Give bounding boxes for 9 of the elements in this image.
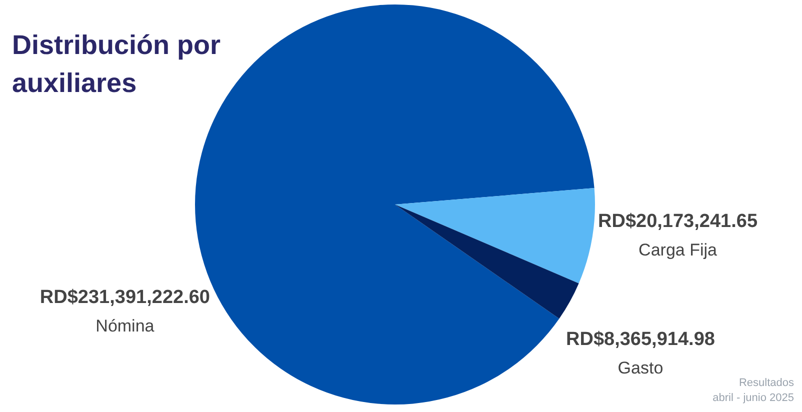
data-label: RD$8,365,914.98 — [566, 329, 715, 350]
text: Distribución por auxiliares — [12, 29, 222, 100]
data-label: RD$20,173,241.65 — [598, 211, 758, 232]
text: Resultados — [738, 376, 794, 391]
slice-label: Gasto — [618, 358, 664, 378]
data-label: RD$231,391,222.60 — [40, 287, 210, 308]
text: abril - junio 2025 — [712, 391, 794, 406]
slice-label: Nómina — [96, 316, 155, 336]
slice-label: Carga Fija — [638, 240, 718, 260]
